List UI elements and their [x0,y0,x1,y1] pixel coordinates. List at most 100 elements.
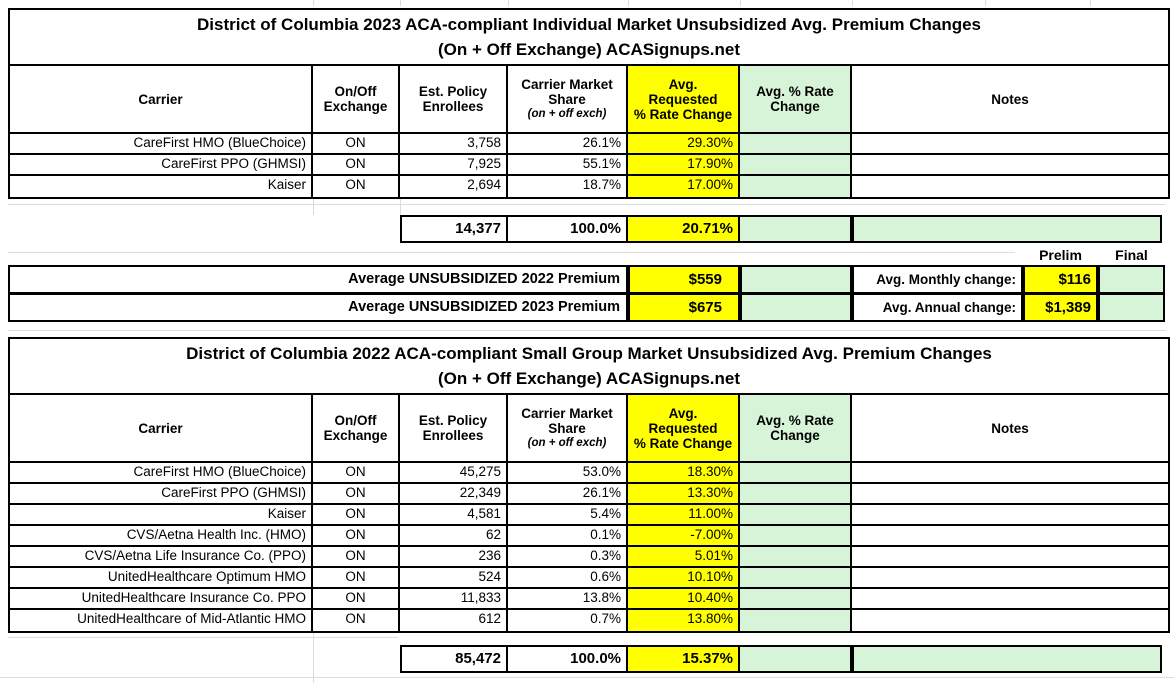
exchange-cell[interactable]: ON [313,155,400,174]
requested-rate-cell[interactable]: 17.00% [628,176,740,197]
annual-change-final-cell[interactable] [1098,293,1165,322]
market-share-cell[interactable]: 0.7% [508,610,628,631]
requested-rate-cell[interactable]: 18.30% [628,463,740,482]
exchange-cell[interactable]: ON [313,134,400,153]
avg-rate-cell[interactable] [740,155,852,174]
individual-total-notes-cell[interactable] [852,215,1162,243]
market-share-cell[interactable]: 53.0% [508,463,628,482]
exchange-cell[interactable]: ON [313,484,400,503]
requested-rate-cell[interactable]: 17.90% [628,155,740,174]
avg-rate-cell[interactable] [740,547,852,566]
enrollees-cell[interactable]: 524 [400,568,508,587]
notes-cell[interactable] [852,484,1168,503]
market-share-cell[interactable]: 0.6% [508,568,628,587]
total-avg-rate-cell[interactable] [740,647,850,671]
enrollees-cell[interactable]: 7,925 [400,155,508,174]
header-market-share: Carrier Market Share (on + off exch) [508,395,628,461]
avg-2023-premium-pct-cell[interactable] [740,293,852,322]
notes-cell[interactable] [852,547,1168,566]
total-requested-cell[interactable]: 20.71% [628,217,740,241]
requested-rate-cell[interactable]: 10.40% [628,589,740,608]
header-market-share-main: Carrier Market Share [521,76,613,107]
notes-cell[interactable] [852,134,1168,153]
enrollees-cell[interactable]: 11,833 [400,589,508,608]
notes-cell[interactable] [852,155,1168,174]
notes-cell[interactable] [852,463,1168,482]
enrollees-cell[interactable]: 3,758 [400,134,508,153]
exchange-cell[interactable]: ON [313,176,400,197]
total-share-cell[interactable]: 100.0% [508,647,628,671]
enrollees-cell[interactable]: 2,694 [400,176,508,197]
enrollees-cell[interactable]: 45,275 [400,463,508,482]
exchange-cell[interactable]: ON [313,526,400,545]
market-share-cell[interactable]: 26.1% [508,484,628,503]
market-share-cell[interactable]: 18.7% [508,176,628,197]
small-group-market-table: District of Columbia 2022 ACA-compliant … [8,337,1170,633]
exchange-cell[interactable]: ON [313,589,400,608]
exchange-cell[interactable]: ON [313,463,400,482]
requested-rate-cell[interactable]: 13.80% [628,610,740,631]
notes-cell[interactable] [852,176,1168,197]
small-group-total-notes-cell[interactable] [852,645,1162,673]
carrier-name-cell[interactable]: CareFirst HMO (BlueChoice) [10,463,313,482]
avg-rate-cell[interactable] [740,526,852,545]
avg-rate-cell[interactable] [740,610,852,631]
monthly-change-prelim-cell[interactable]: $116 [1023,265,1098,294]
avg-rate-cell[interactable] [740,463,852,482]
enrollees-cell[interactable]: 612 [400,610,508,631]
total-requested-cell[interactable]: 15.37% [628,647,740,671]
market-share-cell[interactable]: 13.8% [508,589,628,608]
enrollees-cell[interactable]: 4,581 [400,505,508,524]
notes-cell[interactable] [852,610,1168,631]
market-share-cell[interactable]: 55.1% [508,155,628,174]
notes-cell[interactable] [852,568,1168,587]
gridline [985,0,986,6]
requested-rate-cell[interactable]: -7.00% [628,526,740,545]
total-share-cell[interactable]: 100.0% [508,217,628,241]
notes-cell[interactable] [852,505,1168,524]
carrier-name-cell[interactable]: CVS/Aetna Life Insurance Co. (PPO) [10,547,313,566]
carrier-name-cell[interactable]: CVS/Aetna Health Inc. (HMO) [10,526,313,545]
market-share-cell[interactable]: 5.4% [508,505,628,524]
exchange-cell[interactable]: ON [313,610,400,631]
market-share-cell[interactable]: 0.3% [508,547,628,566]
requested-rate-cell[interactable]: 11.00% [628,505,740,524]
carrier-name-cell[interactable]: CareFirst HMO (BlueChoice) [10,134,313,153]
carrier-name-cell[interactable]: UnitedHealthcare Insurance Co. PPO [10,589,313,608]
total-avg-rate-cell[interactable] [740,217,850,241]
requested-rate-cell[interactable]: 13.30% [628,484,740,503]
exchange-cell[interactable]: ON [313,505,400,524]
avg-rate-cell[interactable] [740,484,852,503]
carrier-name-cell[interactable]: UnitedHealthcare Optimum HMO [10,568,313,587]
avg-2023-premium-value-cell[interactable]: $675 [628,293,740,322]
avg-rate-cell[interactable] [740,134,852,153]
avg-rate-cell[interactable] [740,589,852,608]
requested-rate-cell[interactable]: 10.10% [628,568,740,587]
requested-rate-cell[interactable]: 29.30% [628,134,740,153]
carrier-name-cell[interactable]: Kaiser [10,505,313,524]
exchange-cell[interactable]: ON [313,547,400,566]
gridline [852,0,853,6]
avg-rate-cell[interactable] [740,176,852,197]
enrollees-cell[interactable]: 62 [400,526,508,545]
avg-2022-premium-value-cell[interactable]: $559 [628,265,740,294]
notes-cell[interactable] [852,526,1168,545]
annual-change-prelim-cell[interactable]: $1,389 [1023,293,1098,322]
notes-cell[interactable] [852,589,1168,608]
monthly-change-final-cell[interactable] [1098,265,1165,294]
carrier-name-cell[interactable]: UnitedHealthcare of Mid-Atlantic HMO [10,610,313,631]
enrollees-cell[interactable]: 236 [400,547,508,566]
avg-2022-premium-pct-cell[interactable] [740,265,852,294]
enrollees-cell[interactable]: 22,349 [400,484,508,503]
requested-rate-cell[interactable]: 5.01% [628,547,740,566]
carrier-name-cell[interactable]: CareFirst PPO (GHMSI) [10,155,313,174]
carrier-name-cell[interactable]: Kaiser [10,176,313,197]
market-share-cell[interactable]: 0.1% [508,526,628,545]
total-enrollees-cell[interactable]: 14,377 [402,217,508,241]
total-enrollees-cell[interactable]: 85,472 [402,647,508,671]
market-share-cell[interactable]: 26.1% [508,134,628,153]
avg-rate-cell[interactable] [740,568,852,587]
exchange-cell[interactable]: ON [313,568,400,587]
carrier-name-cell[interactable]: CareFirst PPO (GHMSI) [10,484,313,503]
avg-rate-cell[interactable] [740,505,852,524]
